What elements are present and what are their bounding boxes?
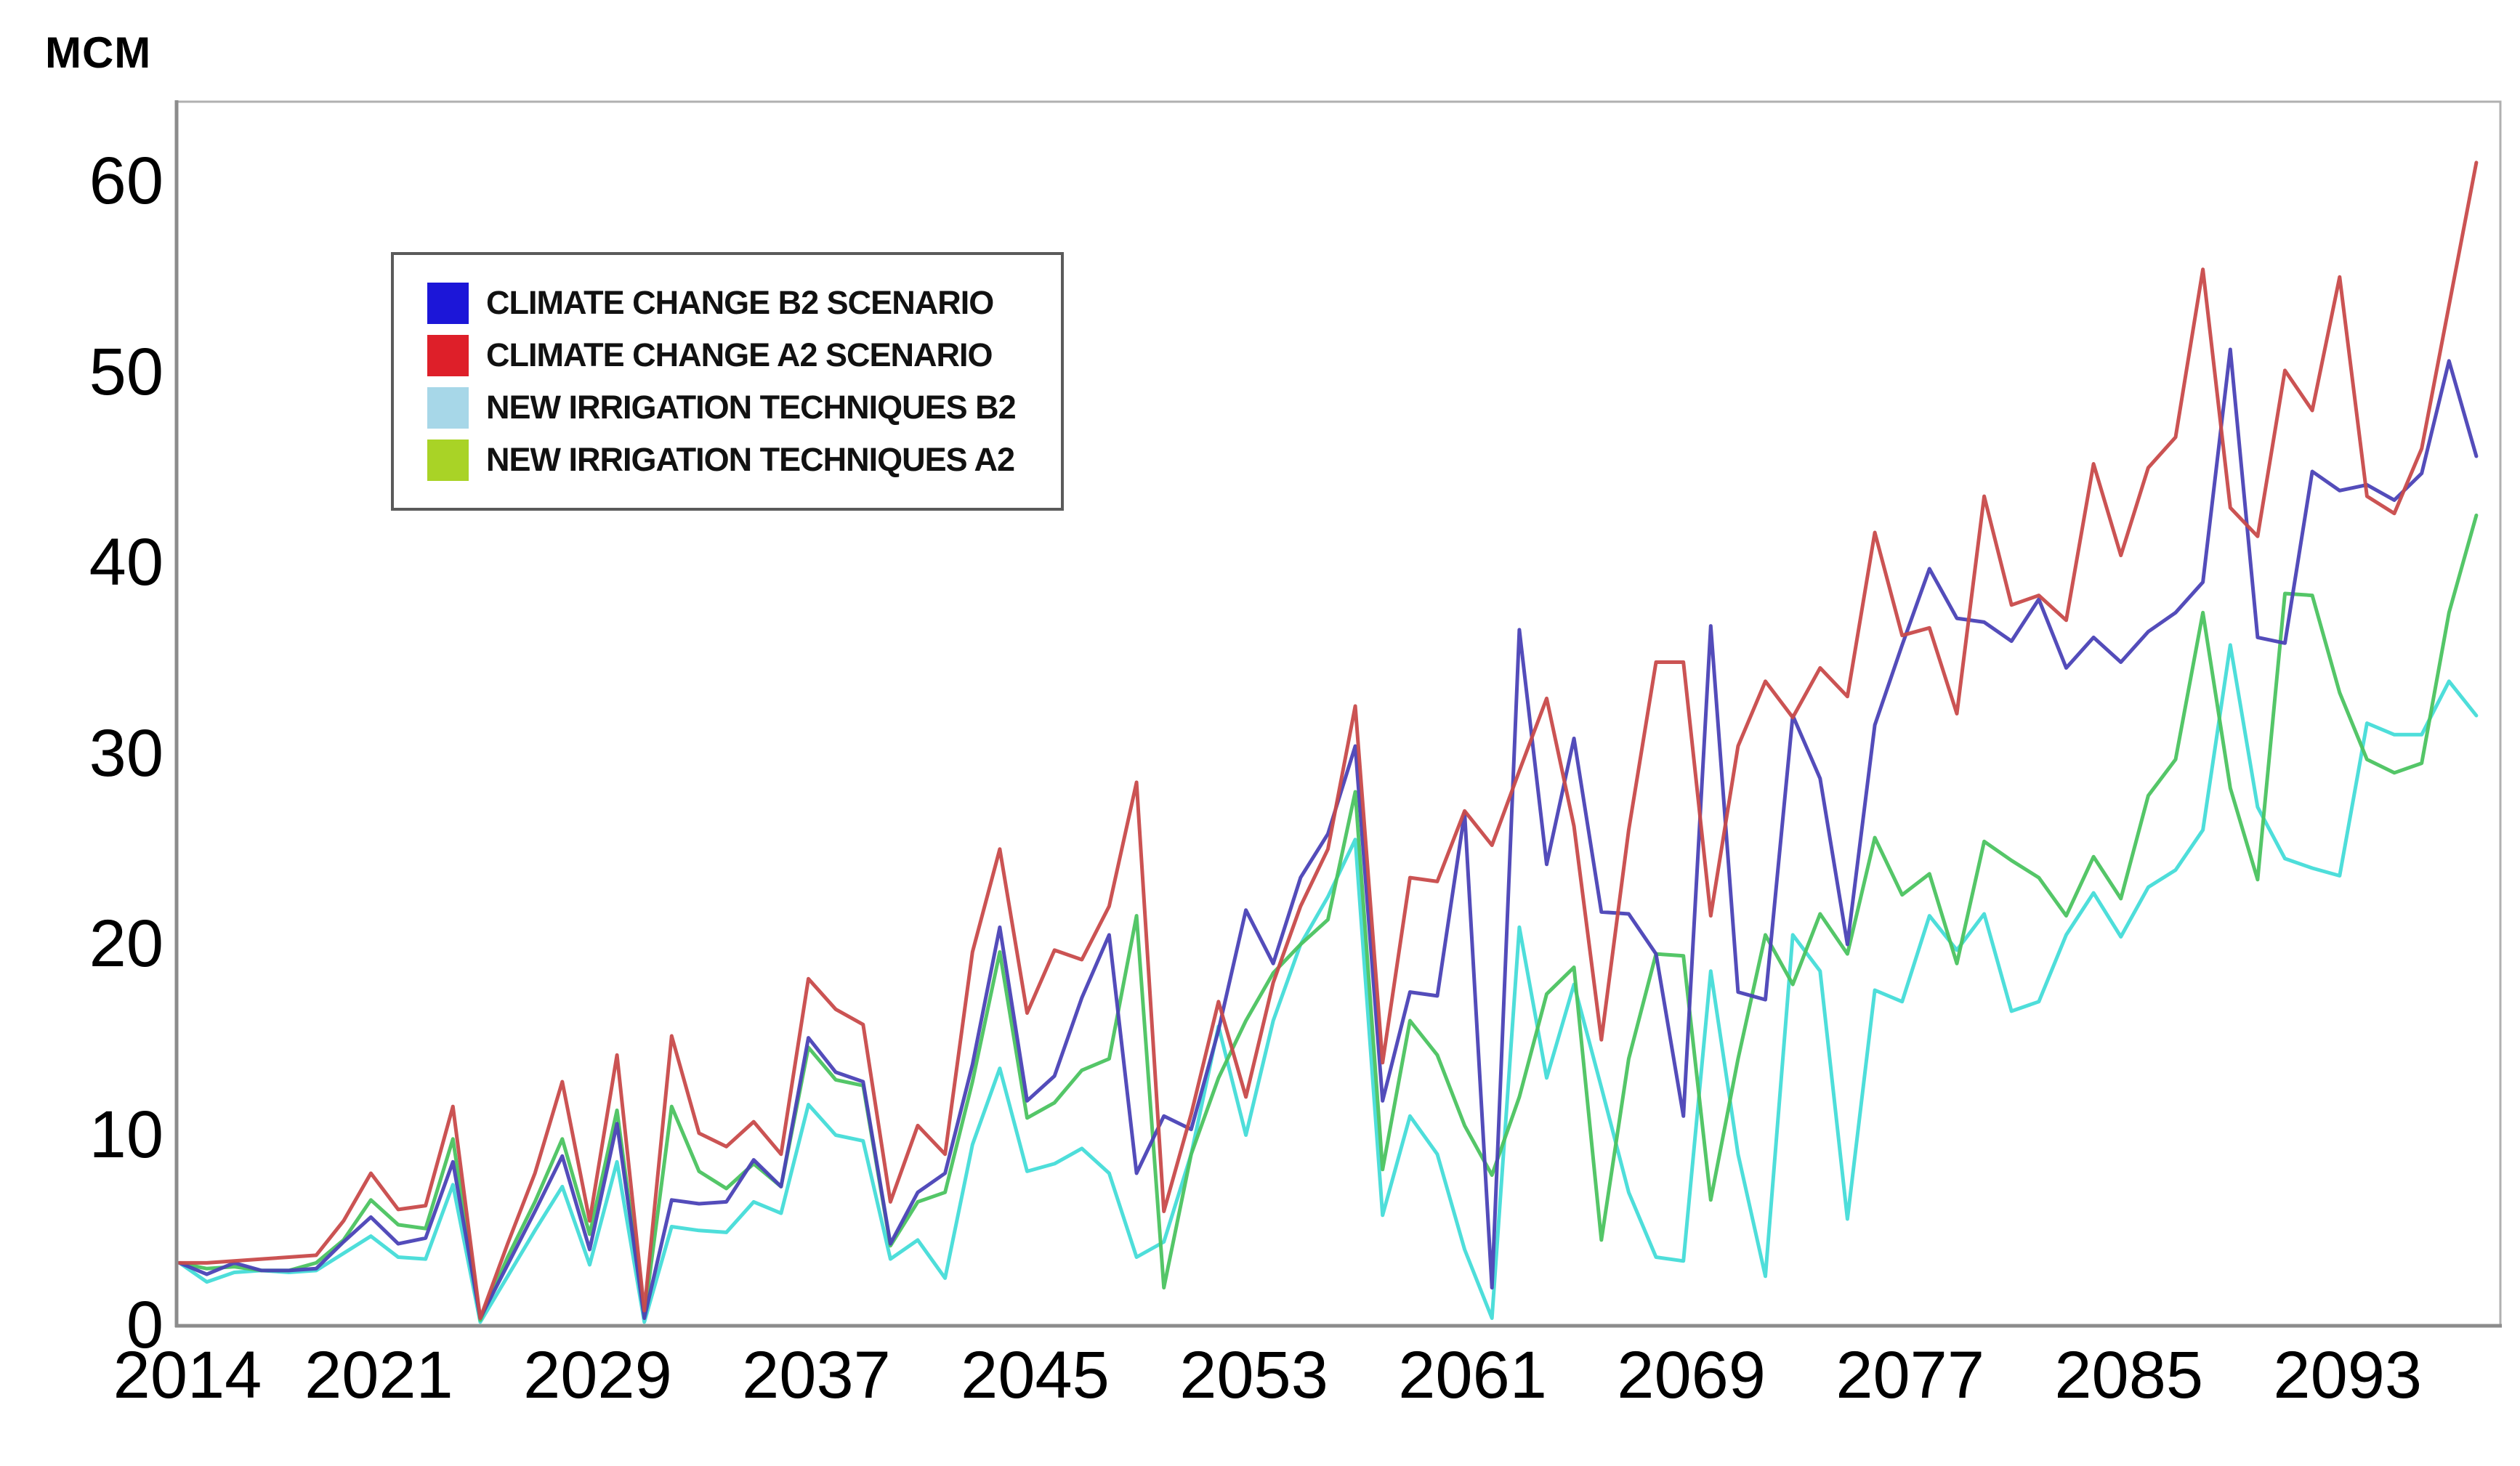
x-tick-label: 2093 [2273, 1338, 2423, 1412]
x-tick-label: 2061 [1398, 1338, 1547, 1412]
x-tick-label: 2014 [113, 1338, 262, 1412]
legend-swatch-blue [427, 282, 469, 324]
legend-item-irrigation-b2: NEW IRRIGATION TECHNIQUES B2 [427, 386, 1061, 429]
series-line-3 [177, 513, 2479, 1322]
series-line-2 [177, 643, 2479, 1324]
y-tick-label: 20 [89, 907, 163, 981]
x-tick-label: 2037 [742, 1338, 891, 1412]
y-tick-label: 30 [89, 716, 163, 790]
y-tick-label: 50 [89, 334, 163, 409]
series-line-0 [177, 347, 2479, 1320]
x-tick-label: 2085 [2054, 1338, 2204, 1412]
series-line-1 [177, 161, 2479, 1320]
legend-item-irrigation-a2: NEW IRRIGATION TECHNIQUES A2 [427, 439, 1061, 481]
legend-label: NEW IRRIGATION TECHNIQUES B2 [486, 389, 1017, 426]
x-tick-label: 2029 [523, 1338, 672, 1412]
legend-item-climate-b2: CLIMATE CHANGE B2 SCENARIO [427, 282, 1061, 324]
legend-swatch-lightblue [427, 386, 469, 429]
legend-item-climate-a2: CLIMATE CHANGE A2 SCENARIO [427, 334, 1061, 376]
chart-legend: CLIMATE CHANGE B2 SCENARIO CLIMATE CHANG… [391, 252, 1064, 511]
y-tick-label: 60 [89, 144, 163, 218]
legend-label: CLIMATE CHANGE A2 SCENARIO [486, 336, 993, 373]
y-tick-label: 0 [126, 1288, 163, 1362]
x-tick-label: 2069 [1617, 1338, 1766, 1412]
y-tick-label: 10 [89, 1097, 163, 1172]
x-tick-label: 2021 [304, 1338, 453, 1412]
legend-label: NEW IRRIGATION TECHNIQUES A2 [486, 441, 1015, 478]
y-tick-label: 40 [89, 525, 163, 599]
x-tick-label: 2077 [1836, 1338, 1985, 1412]
y-axis-unit-label: MCM [45, 28, 152, 77]
legend-swatch-red [427, 334, 469, 376]
legend-swatch-green [427, 439, 469, 481]
x-tick-label: 2045 [961, 1338, 1110, 1412]
legend-label: CLIMATE CHANGE B2 SCENARIO [486, 284, 994, 321]
x-tick-label: 2053 [1179, 1338, 1328, 1412]
